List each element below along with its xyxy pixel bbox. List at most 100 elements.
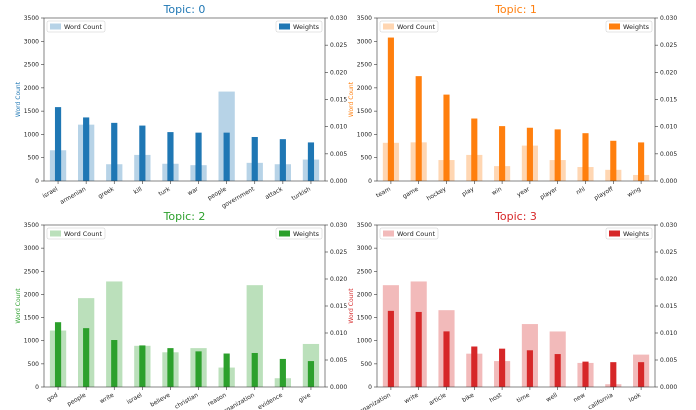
x-tick-label: give — [297, 392, 312, 405]
left-tick-label: 3000 — [24, 38, 39, 45]
x-tick-label: new — [572, 392, 586, 404]
weight-bar — [610, 140, 617, 181]
y-axis-label: Word Count — [348, 81, 355, 117]
right-tick-label: 0.015 — [330, 303, 347, 310]
legend-swatch-weights — [279, 230, 290, 237]
weight-bar — [223, 353, 230, 387]
left-tick-label: 2000 — [357, 85, 372, 92]
weight-bar — [471, 346, 478, 387]
left-tick-label: 1000 — [24, 338, 39, 345]
weight-bar — [582, 133, 589, 181]
left-tick-label: 0 — [35, 178, 39, 185]
x-tick-label: kill — [133, 186, 144, 196]
weight-bar — [415, 76, 422, 181]
x-tick-label: bike — [461, 392, 476, 404]
x-tick-label: time — [516, 392, 532, 405]
weight-bar — [443, 331, 450, 387]
left-tick-label: 500 — [28, 155, 40, 162]
x-tick-label: war — [186, 185, 200, 197]
weight-bar — [195, 132, 202, 181]
x-tick-label: team — [375, 186, 392, 200]
right-tick-label: 0.030 — [660, 222, 677, 229]
legend-box — [46, 20, 106, 33]
weight-bar — [554, 129, 561, 181]
weight-bar — [415, 311, 422, 387]
left-tick-label: 2500 — [24, 268, 39, 275]
legend-swatch-weights — [279, 23, 290, 30]
weight-bar — [83, 117, 90, 181]
right-tick-label: 0.010 — [660, 330, 677, 337]
left-tick-label: 3000 — [24, 245, 39, 252]
legend-box — [379, 20, 439, 33]
right-tick-label: 0.000 — [330, 178, 347, 185]
weight-bar — [387, 310, 394, 387]
x-tick-label: win — [491, 186, 504, 197]
x-tick-label: armenian — [59, 186, 87, 206]
x-tick-label: turkish — [291, 186, 313, 203]
left-tick-label: 0 — [368, 178, 372, 185]
x-tick-label: god — [46, 392, 59, 404]
weight-bar — [251, 136, 258, 181]
weight-bar — [83, 328, 90, 387]
legend-box — [379, 227, 439, 240]
weight-bar — [638, 142, 645, 181]
right-tick-label: 0.020 — [660, 69, 677, 76]
legend-left: Word Count — [379, 20, 439, 33]
x-tick-label: write — [403, 392, 420, 406]
left-tick-label: 500 — [28, 361, 40, 368]
weight-bar — [610, 362, 617, 387]
x-tick-label: player — [539, 185, 559, 201]
legend-right: Weights — [605, 20, 653, 33]
left-tick-label: 3000 — [357, 245, 372, 252]
weight-bar — [499, 348, 506, 387]
right-tick-label: 0.000 — [330, 384, 347, 391]
legend-label: Weights — [293, 23, 320, 31]
x-tick-label: evidence — [257, 392, 284, 410]
weight-bar — [526, 350, 533, 387]
x-tick-label: write — [99, 392, 116, 406]
weight-bar — [387, 37, 394, 182]
legend-swatch-word-count — [50, 23, 61, 30]
x-tick-label: israel — [126, 392, 144, 406]
chart-panel-topic-2: 0 500 1000 1500 2000 2500 3000 3500 0.000 0.005 0.… — [15, 210, 347, 410]
legend-label: Weights — [623, 230, 650, 238]
x-tick-label: believe — [149, 392, 172, 409]
x-tick-label: year — [516, 185, 532, 198]
x-tick-label: wing — [626, 186, 642, 199]
legend-swatch-word-count — [383, 23, 394, 30]
x-tick-label: christian — [174, 392, 200, 410]
y-axis-label: Word Count — [348, 288, 355, 324]
right-tick-label: 0.020 — [330, 69, 347, 76]
y-axis-label: Word Count — [15, 81, 22, 117]
weight-bar — [139, 345, 146, 387]
left-tick-label: 1500 — [357, 108, 372, 115]
left-tick-label: 500 — [361, 155, 373, 162]
weight-bar — [54, 322, 62, 387]
x-tick-label: look — [628, 391, 643, 404]
legend-right: Weights — [275, 20, 323, 33]
right-tick-label: 0.025 — [660, 249, 677, 256]
left-tick-label: 1000 — [24, 131, 39, 138]
chart-panel-topic-1: 0 500 1000 1500 2000 2500 3000 3500 0.000 0.005 0.… — [348, 3, 677, 202]
legend-swatch-word-count — [383, 230, 394, 237]
x-tick-label: people — [66, 392, 87, 408]
weight-bar — [167, 348, 174, 387]
word-count-bar — [246, 285, 263, 387]
weight-bar — [139, 125, 146, 181]
right-tick-label: 0.005 — [660, 151, 677, 158]
weight-bar — [279, 139, 286, 181]
x-tick-label: organization — [356, 392, 392, 410]
left-tick-label: 2500 — [24, 62, 39, 69]
right-tick-label: 0.010 — [330, 124, 347, 131]
left-tick-label: 3500 — [24, 15, 39, 22]
x-tick-label: game — [401, 186, 420, 201]
right-tick-label: 0.025 — [660, 42, 677, 49]
legend-label: Word Count — [64, 23, 103, 31]
x-tick-label: playoff — [593, 185, 615, 202]
weight-bar — [167, 132, 174, 181]
chart-title: Topic: 2 — [163, 210, 206, 223]
legend-label: Word Count — [397, 23, 436, 31]
weight-bar — [638, 362, 645, 387]
weight-bar — [111, 340, 118, 387]
word-count-bar — [106, 281, 123, 387]
